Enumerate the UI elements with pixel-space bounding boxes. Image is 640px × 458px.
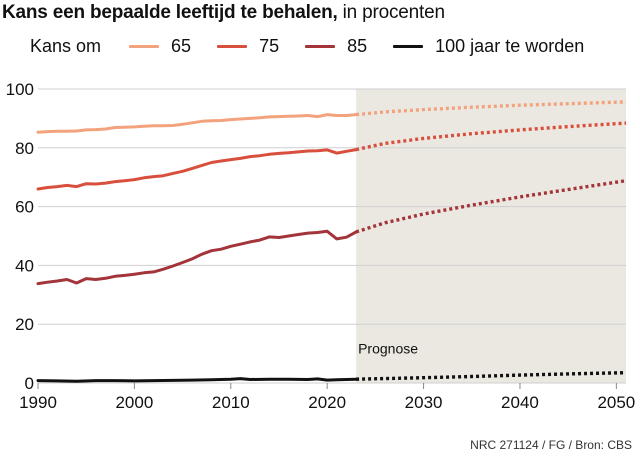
series-line-2	[36, 229, 358, 286]
legend-item-85: 85	[305, 36, 367, 57]
series-line-1	[36, 148, 358, 191]
legend-swatch-75	[217, 45, 248, 48]
chart-title: Kans een bepaalde leeftijd te behalen, i…	[2, 2, 445, 24]
x-tick-label-2010: 2010	[212, 393, 250, 412]
y-tick-label-20: 20	[15, 315, 34, 334]
legend-item-75: 75	[217, 36, 279, 57]
legend-label-85: 85	[347, 36, 368, 56]
x-tick-label-2030: 2030	[405, 393, 443, 412]
legend-label-65: 65	[171, 36, 192, 56]
y-tick-label-100: 100	[6, 80, 34, 99]
y-tick-label-0: 0	[25, 374, 34, 393]
x-tick-label-2040: 2040	[501, 393, 539, 412]
legend: Kans om 65 75 85 100 jaar te worden	[30, 36, 610, 57]
legend-label-75: 75	[259, 36, 280, 56]
legend-item-65: 65	[129, 36, 191, 57]
series-forecast-1	[355, 121, 627, 152]
series-line-0	[36, 113, 358, 134]
forecast-label: Prognose	[358, 340, 418, 356]
series-line-3	[36, 377, 358, 383]
x-tick-label-1990: 1990	[19, 393, 57, 412]
x-tick-label-2000: 2000	[115, 393, 153, 412]
forecast-shade	[356, 89, 626, 383]
y-tick-label-60: 60	[15, 198, 34, 217]
source-credit: NRC 271124 / FG / Bron: CBS	[470, 438, 632, 452]
title-main: Kans een bepaalde leeftijd te behalen,	[2, 2, 338, 23]
title-subtitle: in procenten	[342, 2, 445, 23]
series-forecast-0	[355, 100, 627, 117]
x-tick-label-2020: 2020	[308, 393, 346, 412]
legend-swatch-100	[393, 45, 424, 48]
series-forecast-2	[355, 179, 627, 234]
legend-item-100: 100 jaar te worden	[393, 36, 584, 57]
y-tick-label-40: 40	[15, 256, 34, 275]
legend-label-100: 100 jaar te worden	[435, 36, 585, 56]
legend-lead: Kans om	[30, 36, 102, 56]
legend-swatch-65	[129, 45, 160, 48]
y-tick-label-80: 80	[15, 139, 34, 158]
legend-swatch-85	[305, 45, 336, 48]
x-tick-label-2050: 2050	[597, 393, 635, 412]
series-forecast-3	[356, 371, 627, 381]
